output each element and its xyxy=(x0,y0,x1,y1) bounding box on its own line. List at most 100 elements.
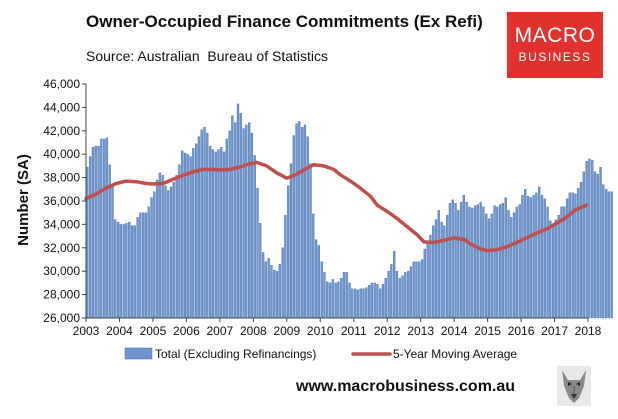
bar xyxy=(287,185,290,319)
x-tick-label: 2013 xyxy=(407,324,434,338)
bar xyxy=(482,206,485,319)
bar xyxy=(426,240,429,319)
bar xyxy=(579,182,583,319)
bar xyxy=(376,283,379,319)
bar xyxy=(289,163,293,319)
bar xyxy=(540,194,544,319)
y-tick-label: 28,000 xyxy=(43,288,80,302)
bar xyxy=(381,283,385,319)
bar xyxy=(161,175,164,319)
bar xyxy=(256,187,259,319)
bar xyxy=(599,166,602,319)
x-tick-label: 2018 xyxy=(575,324,602,338)
bars-layer xyxy=(86,103,613,319)
bar xyxy=(312,213,315,319)
bar xyxy=(200,129,203,319)
bar xyxy=(292,135,295,319)
bar xyxy=(429,234,432,319)
bar xyxy=(409,266,413,319)
bar xyxy=(278,264,281,319)
bar xyxy=(563,206,566,319)
bar xyxy=(189,156,192,319)
x-tick-label: 2004 xyxy=(106,324,133,338)
bar xyxy=(261,252,265,319)
bar xyxy=(507,210,510,319)
bar xyxy=(432,225,435,319)
bar xyxy=(220,147,223,319)
bar xyxy=(331,279,334,319)
y-tick-label: 40,000 xyxy=(43,147,80,161)
bar xyxy=(462,194,466,319)
bar xyxy=(398,278,401,319)
bar xyxy=(217,149,220,319)
bar xyxy=(144,212,148,319)
y-tick-label: 38,000 xyxy=(43,171,80,185)
bar xyxy=(300,127,304,319)
bar xyxy=(281,247,284,319)
bar xyxy=(231,115,234,319)
bar xyxy=(100,138,103,319)
bar xyxy=(401,275,404,319)
x-tick-label: 2014 xyxy=(441,324,468,338)
bar xyxy=(155,179,159,319)
bar xyxy=(242,128,245,319)
y-ticks-layer: 26,000 28,000 30,000 32,000 34,000 36,000 38,0… xyxy=(43,77,86,325)
bar xyxy=(365,287,368,319)
bar xyxy=(367,285,371,319)
bar xyxy=(353,288,357,319)
bar xyxy=(512,212,516,319)
bar xyxy=(440,221,443,319)
bar xyxy=(529,197,532,319)
bar xyxy=(454,203,457,319)
legend-label-bars: Total (Excluding Refinancings) xyxy=(155,347,316,361)
logo-line-2: BUSINESS xyxy=(518,50,592,64)
bar xyxy=(340,278,343,319)
bar xyxy=(178,164,181,319)
bar xyxy=(167,190,170,319)
bar xyxy=(551,225,555,319)
bar xyxy=(557,214,560,319)
bar xyxy=(515,206,519,319)
bar xyxy=(560,206,563,319)
bar xyxy=(122,224,125,319)
bar xyxy=(89,156,92,319)
bar xyxy=(245,124,248,319)
bar xyxy=(448,203,452,319)
y-tick-label: 42,000 xyxy=(43,124,80,138)
bar xyxy=(457,210,460,319)
macrobusiness-logo: MACRO BUSINESS xyxy=(507,12,603,78)
bar xyxy=(303,124,307,319)
bar xyxy=(379,288,382,319)
bar xyxy=(549,220,552,319)
y-axis-label: Number (SA) xyxy=(15,154,32,246)
bar xyxy=(273,269,276,319)
bar xyxy=(250,132,254,319)
x-tick-label: 2017 xyxy=(541,324,568,338)
bar xyxy=(328,282,332,319)
bar xyxy=(510,217,513,319)
bar xyxy=(326,281,329,319)
bar xyxy=(498,204,502,319)
bar xyxy=(345,272,348,319)
bar xyxy=(94,145,97,319)
bar xyxy=(610,191,613,319)
bar xyxy=(476,204,479,319)
bar xyxy=(105,137,109,319)
x-tick-label: 2008 xyxy=(240,324,267,338)
bar xyxy=(206,132,209,319)
bar xyxy=(186,154,189,319)
bar xyxy=(543,198,546,319)
bar xyxy=(239,113,242,319)
bar xyxy=(395,271,399,319)
bar xyxy=(314,239,318,319)
bar xyxy=(222,151,226,319)
bar xyxy=(434,219,438,319)
bar xyxy=(139,212,142,319)
x-tick-label: 2003 xyxy=(73,324,100,338)
bar xyxy=(451,199,454,319)
bar xyxy=(337,281,340,319)
bar xyxy=(234,122,237,319)
bar xyxy=(351,288,354,319)
bar xyxy=(596,173,599,319)
